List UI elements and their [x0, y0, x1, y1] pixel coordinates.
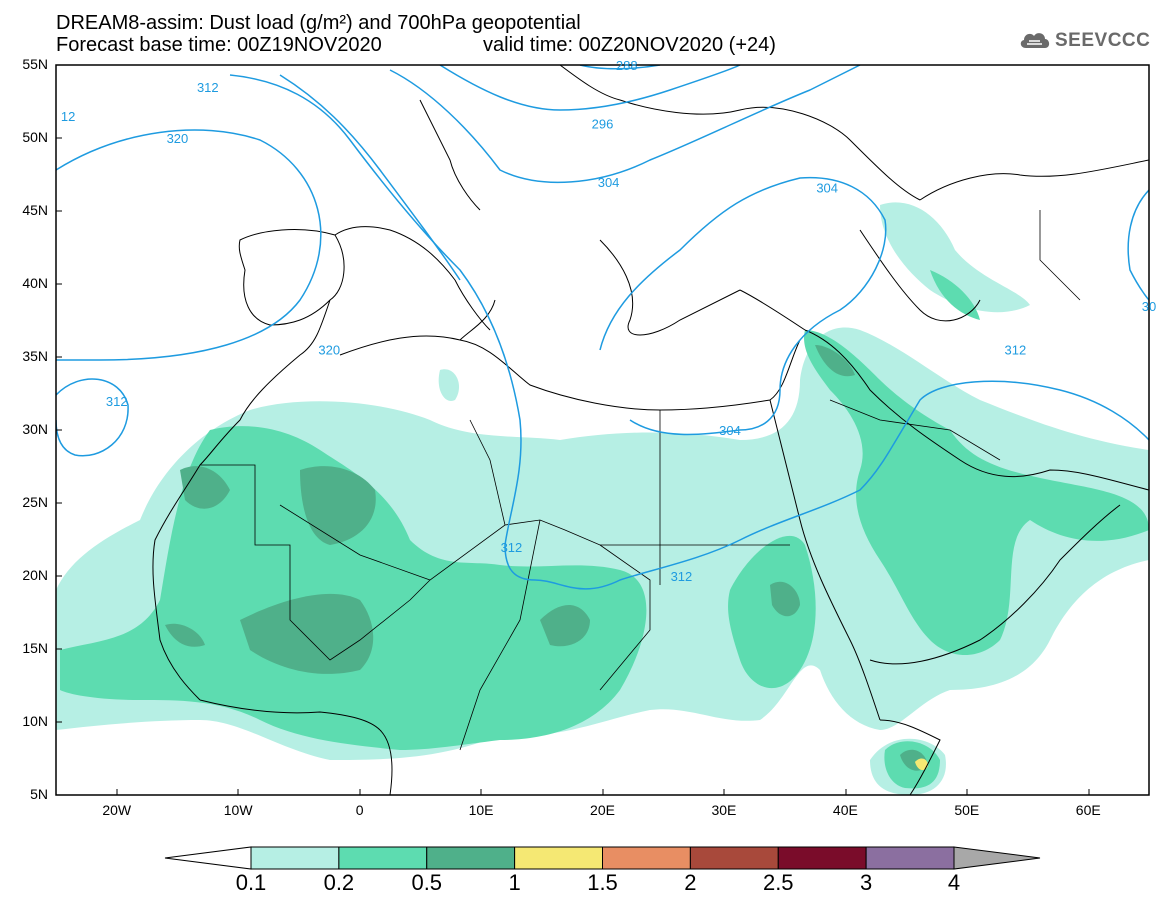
lon-label-20e: 20E	[590, 802, 615, 818]
valid-time: valid time: 00Z20NOV2020 (+24)	[483, 34, 776, 56]
colorbar-under-triangle	[164, 846, 252, 870]
dust-layer-high	[915, 758, 928, 771]
contour-label-c288: 288	[616, 58, 638, 73]
colorbar	[164, 846, 1041, 870]
lat-label-10n: 10N	[22, 713, 48, 729]
colorbar-segment-2	[338, 846, 428, 870]
chart-title: DREAM8-assim: Dust load (g/m²) and 700hP…	[56, 12, 581, 34]
seevccc-logo-text: SEEVCCC	[1055, 30, 1151, 51]
lon-label-50e: 50E	[954, 802, 980, 818]
colorbar-label: 3	[860, 870, 873, 895]
colorbar-label: 4	[947, 870, 961, 895]
lat-label-15n: 15N	[22, 640, 48, 656]
lat-label-5n: 5N	[30, 786, 48, 802]
contour-label-c304-ne: 304	[816, 181, 838, 196]
colorbar-segment-5	[602, 846, 691, 870]
lon-label-10e: 10E	[468, 802, 494, 818]
colorbar-over-triangle	[953, 846, 1041, 870]
contour-label-c296: 296	[592, 116, 614, 131]
lat-label-30n: 30N	[22, 421, 48, 437]
geopotential-contours	[56, 65, 1149, 590]
lon-label-60e: 60E	[1075, 802, 1101, 818]
colorbar-label: 2	[684, 870, 697, 895]
contour-labels: 312 320 320 312 12 296 288 304 304 304 312 312 312 30	[61, 58, 1156, 584]
lon-label-40e: 40E	[832, 802, 858, 818]
contour-label-c312-e: 312	[1005, 343, 1027, 358]
colorbar-segment-1	[250, 846, 340, 870]
colorbar-label: 1.5	[587, 870, 618, 895]
lat-label-40n: 40N	[22, 275, 48, 291]
contour-label-c312-c: 312	[501, 540, 523, 555]
lat-label-50n: 50N	[22, 129, 48, 145]
colorbar-segment-4	[514, 846, 603, 870]
lon-label-30e: 30E	[711, 802, 737, 818]
contour-label-c320-n: 320	[167, 131, 189, 146]
lat-label-20n: 20N	[22, 567, 48, 583]
colorbar-label: 1	[508, 870, 521, 895]
colorbar-segment-8	[865, 846, 955, 870]
forecast-base-time: Forecast base time: 00Z19NOV2020	[56, 34, 382, 56]
colorbar-segment-7	[777, 846, 867, 870]
colorbar-segment-3	[426, 846, 516, 870]
lat-label-55n: 55N	[22, 56, 48, 72]
contour-label-c312-w: 312	[106, 394, 128, 409]
contour-label-c304-s: 304	[719, 423, 741, 438]
borders	[200, 210, 1081, 751]
axis-ticks	[56, 64, 1090, 796]
contour-label-c320-s: 320	[318, 343, 340, 358]
colorbar-label: 2.5	[762, 870, 794, 895]
lat-label-35n: 35N	[22, 348, 48, 364]
colorbar-label: 0.1	[235, 870, 267, 895]
lon-label-20w: 20W	[102, 802, 132, 818]
contour-label-c312-se: 312	[671, 569, 693, 584]
contour-label-c30: 30	[1142, 299, 1156, 314]
lon-label-0: 0	[355, 802, 364, 818]
contour-label-c304-n: 304	[598, 175, 620, 190]
colorbar-label: 0.2	[323, 870, 355, 895]
colorbar-label: 0.5	[411, 870, 443, 895]
contour-label-c312-nw: 312	[197, 80, 219, 95]
lon-label-10w: 10W	[223, 802, 253, 818]
contour-label-c12: 12	[61, 109, 75, 124]
lat-label-25n: 25N	[22, 494, 48, 510]
cloud-icon	[1020, 33, 1050, 48]
colorbar-segment-6	[689, 846, 779, 870]
lat-label-45n: 45N	[22, 202, 48, 218]
coastlines	[152, 65, 1149, 795]
